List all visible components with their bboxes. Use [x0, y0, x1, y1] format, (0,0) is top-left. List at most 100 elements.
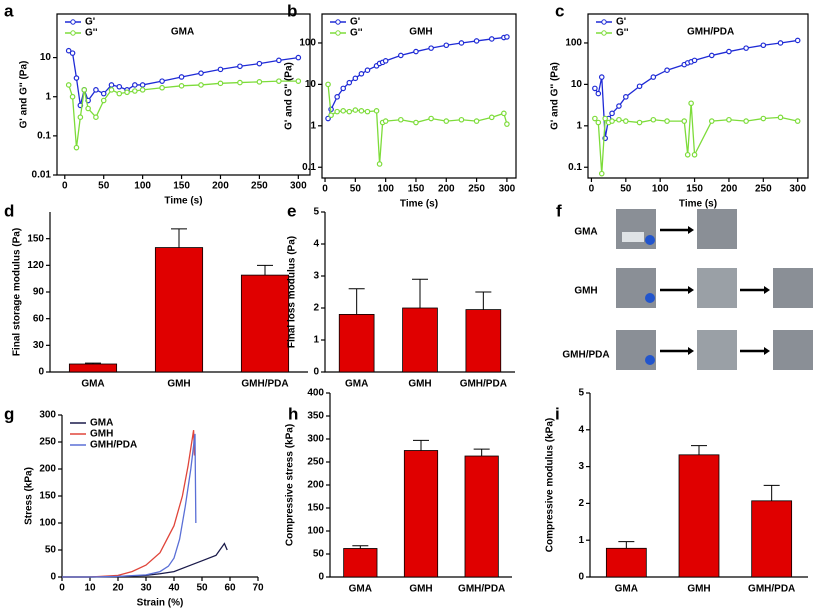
bar	[402, 307, 438, 373]
y-tick-label: 300	[39, 410, 56, 421]
point	[73, 75, 80, 81]
point	[708, 52, 715, 59]
x-tick-label: 30	[140, 583, 152, 594]
point	[443, 42, 450, 49]
point	[684, 151, 691, 158]
axis	[56, 13, 311, 176]
y-tick-label: 0	[313, 367, 319, 378]
x-tick-label: 250	[468, 184, 485, 195]
panel-letter: f	[556, 201, 562, 220]
point	[504, 34, 510, 40]
bar	[403, 450, 439, 578]
legend-label: GMH	[90, 429, 113, 440]
axis	[321, 13, 517, 179]
x-axis-label: Time (s)	[400, 199, 438, 210]
panel-letter: e	[287, 201, 296, 220]
point	[726, 116, 732, 123]
y-tick-label: 100	[307, 526, 324, 537]
x-tick-label: 100	[652, 184, 669, 195]
x-tick-label: 150	[408, 184, 425, 195]
y-tick-label: 0.1	[37, 131, 51, 142]
y-tick-label: 400	[307, 388, 324, 399]
bar	[464, 455, 499, 578]
point	[352, 107, 359, 113]
point	[504, 121, 510, 127]
point	[93, 87, 99, 93]
x-tick-label: 200	[721, 184, 738, 195]
y-tick-label: 0	[50, 572, 56, 583]
y-tick-label: 60	[33, 313, 45, 324]
x-tick-label: GMH/PDA	[241, 379, 288, 390]
point	[743, 118, 749, 124]
point	[708, 118, 715, 124]
y-tick-label: 50	[313, 549, 325, 560]
point	[256, 79, 263, 85]
cap	[645, 293, 655, 303]
legend-marker	[335, 30, 341, 36]
point	[473, 38, 480, 44]
y-tick-label: 1	[310, 120, 316, 131]
point	[398, 52, 404, 59]
x-tick-label: 10	[84, 583, 96, 594]
point	[65, 47, 72, 54]
x-tick-label: 50	[196, 583, 208, 594]
error-bar	[352, 545, 369, 549]
legend-marker	[601, 19, 607, 25]
cap	[645, 235, 655, 245]
legend-marker	[70, 19, 76, 25]
error-bar	[412, 278, 428, 308]
x-tick-label: GMA	[81, 379, 104, 390]
y-tick-label: 300	[307, 434, 324, 445]
panel-letter: i	[555, 404, 560, 423]
panel-letter: c	[555, 1, 564, 20]
y-axis-label: G' and G'' (Pa)	[550, 62, 561, 130]
point	[178, 74, 185, 80]
chart-title: GMA	[171, 27, 194, 38]
legend-label: GMH/PDA	[90, 440, 137, 451]
point	[473, 118, 480, 124]
x-tick-label: 0	[59, 583, 65, 594]
point	[726, 48, 732, 55]
point	[358, 71, 365, 77]
point	[592, 115, 598, 122]
error-bar	[473, 448, 490, 457]
point	[237, 63, 243, 70]
x-tick-label: GMH	[409, 584, 432, 595]
point	[69, 93, 76, 100]
point	[488, 36, 495, 42]
bar	[154, 247, 204, 373]
point	[325, 81, 331, 88]
point	[794, 37, 801, 44]
x-axis-label: Strain (%)	[137, 598, 184, 609]
legend-label: G''	[616, 28, 629, 39]
x-tick-label: 50	[350, 184, 362, 195]
y-axis-label: G' and G'' (Pa)	[284, 62, 295, 130]
y-tick-label: 150	[39, 491, 56, 502]
series-line	[62, 433, 197, 578]
bar	[751, 500, 793, 578]
chart-title: GMH/PDA	[687, 27, 734, 38]
point	[178, 83, 185, 89]
point	[382, 118, 389, 124]
cap	[645, 355, 655, 365]
y-tick-label: 150	[307, 503, 324, 514]
point	[93, 114, 99, 120]
point	[609, 110, 615, 117]
point	[458, 116, 465, 123]
point	[124, 89, 130, 96]
point	[794, 118, 801, 124]
x-tick-label: 250	[755, 184, 772, 195]
legend-label: G''	[350, 28, 363, 39]
y-tick-label: 4	[313, 239, 319, 250]
point	[777, 40, 784, 46]
point	[602, 115, 608, 122]
x-tick-label: 20	[112, 583, 124, 594]
point	[443, 118, 450, 124]
point	[616, 116, 622, 123]
point	[237, 79, 243, 86]
row-label: GMH/PDA	[562, 350, 609, 361]
x-tick-label: 60	[224, 583, 236, 594]
error-bar	[763, 484, 780, 501]
y-tick-label: 5	[313, 207, 319, 218]
point	[650, 116, 657, 123]
